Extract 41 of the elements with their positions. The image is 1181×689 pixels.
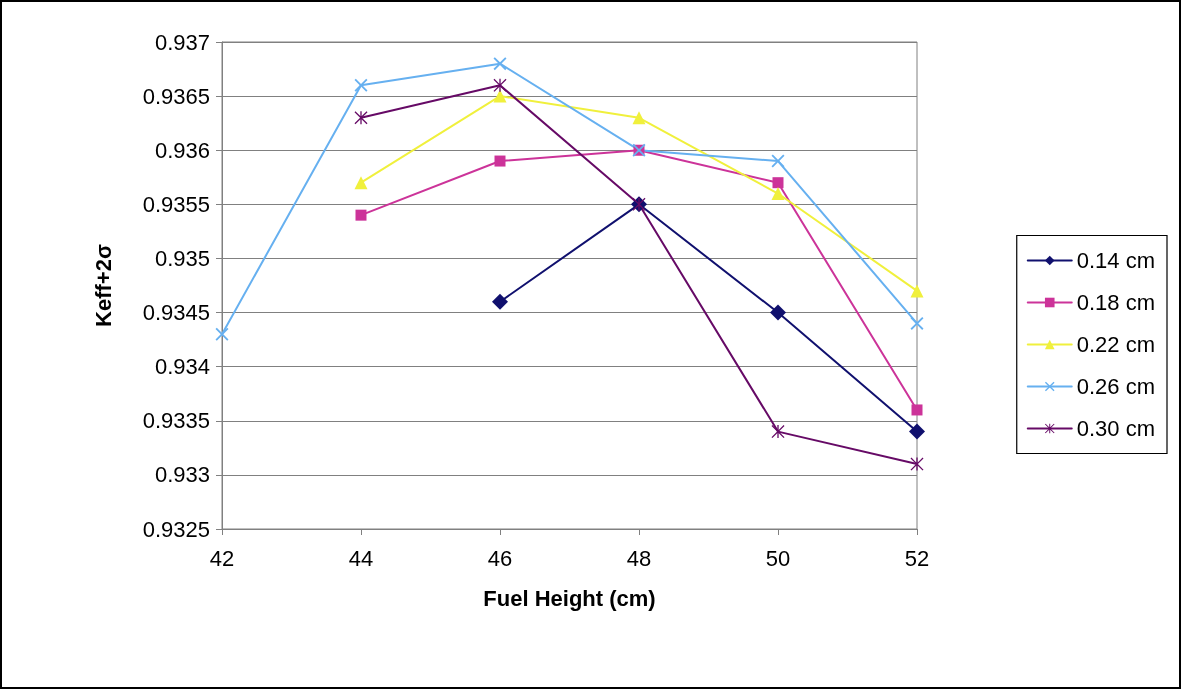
point <box>771 154 785 168</box>
y-tick-label: 0.936 <box>154 137 210 163</box>
point <box>494 155 506 167</box>
y-tick-label: 0.933 <box>154 462 210 488</box>
point <box>493 89 507 103</box>
legend-label: 0.30 cm <box>1076 416 1156 441</box>
point <box>772 177 784 189</box>
y-tick-label: 0.937 <box>154 29 210 55</box>
y-tick-label: 0.9355 <box>142 191 210 217</box>
point <box>771 425 785 439</box>
legend-label: 0.18 cm <box>1076 290 1156 315</box>
x-axis-title: Fuel Height (cm) <box>483 585 656 611</box>
y-tick-label: 0.9345 <box>142 300 210 326</box>
point <box>911 404 923 416</box>
x-tick-label: 46 <box>487 545 513 571</box>
x-tick-label: 52 <box>904 545 930 571</box>
point <box>215 327 229 341</box>
y-tick-label: 0.934 <box>154 354 210 380</box>
point <box>355 209 367 221</box>
legend-label: 0.14 cm <box>1076 248 1156 273</box>
point <box>354 111 368 125</box>
y-axis-title: Keff+2σ <box>90 244 116 327</box>
legend-label: 0.26 cm <box>1076 374 1156 399</box>
point <box>492 293 508 310</box>
x-tick-label: 44 <box>348 545 374 571</box>
y-tick-label: 0.9365 <box>142 83 210 109</box>
point <box>770 304 786 321</box>
legend-label: 0.22 cm <box>1076 332 1156 357</box>
point <box>354 176 368 190</box>
y-tick-label: 0.9325 <box>142 516 210 542</box>
point <box>354 78 368 92</box>
x-tick-label: 42 <box>209 545 235 571</box>
x-tick-label: 48 <box>626 545 652 571</box>
y-tick-label: 0.9335 <box>142 408 210 434</box>
point <box>909 423 925 440</box>
point <box>771 187 785 201</box>
point <box>632 111 646 125</box>
y-tick-label: 0.935 <box>154 245 210 271</box>
x-tick-label: 50 <box>765 545 791 571</box>
point <box>493 78 507 92</box>
point <box>910 284 924 298</box>
